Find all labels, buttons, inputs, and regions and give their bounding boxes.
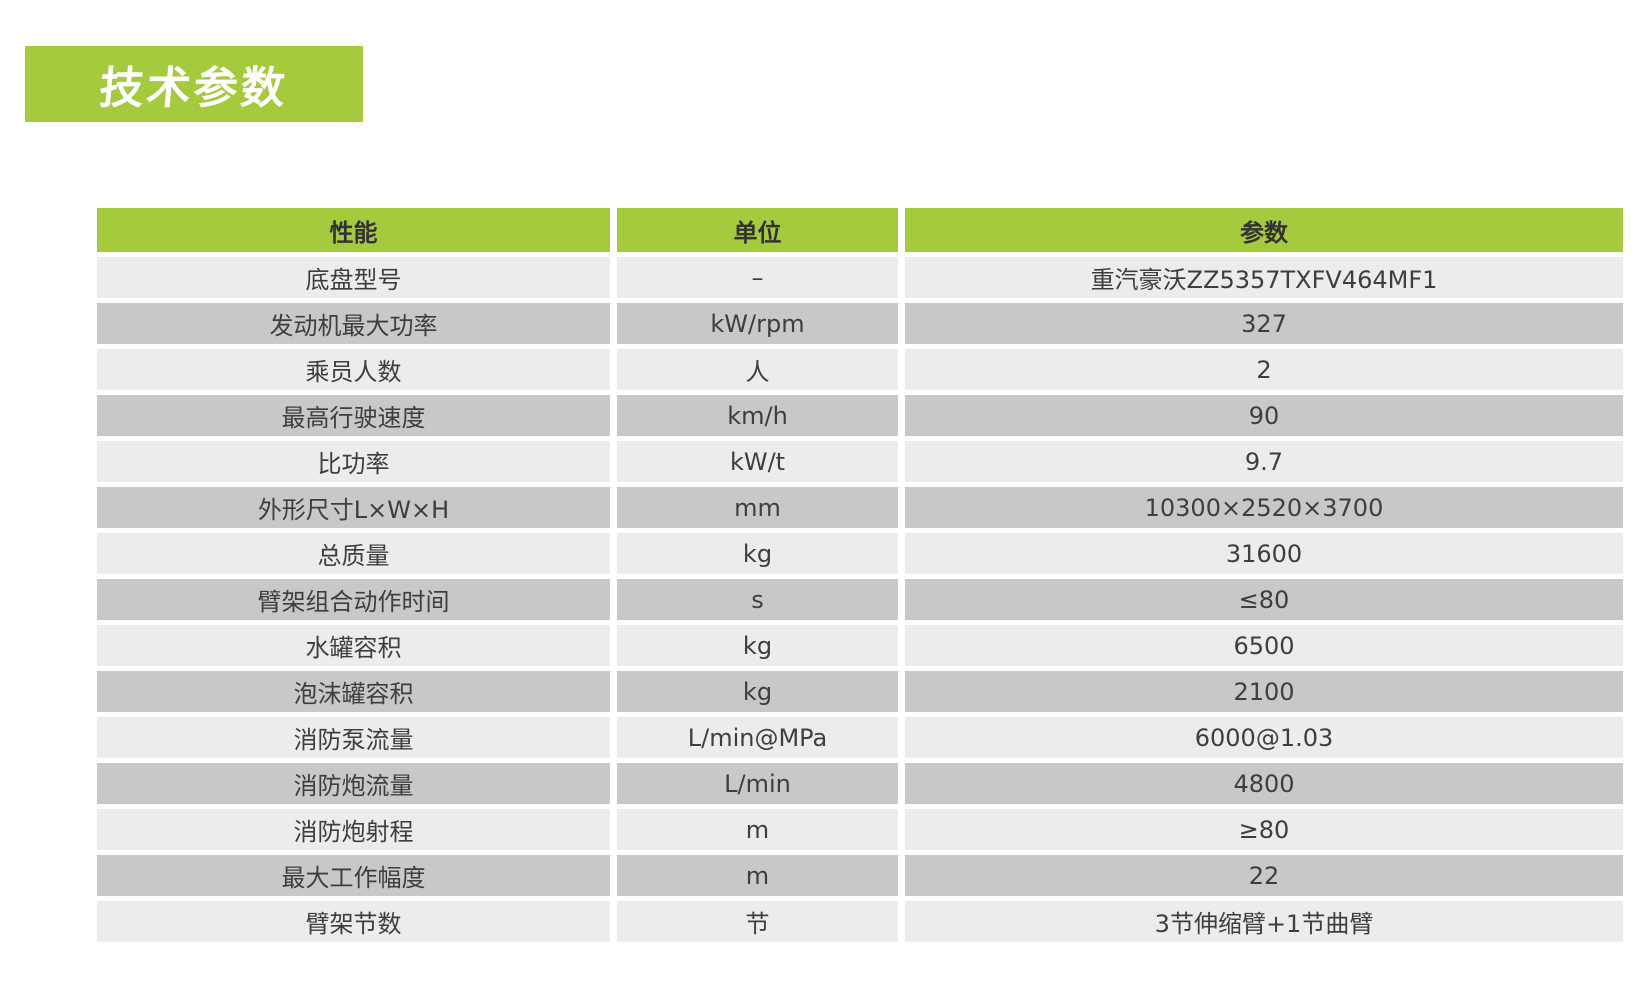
spec-name-cell: 泡沫罐容积 <box>97 671 610 712</box>
table-row: 臂架节数节 3节伸缩臂+1节曲臂 <box>97 901 1623 942</box>
table-row: 乘员人数人 2 <box>97 349 1623 390</box>
spec-value-cell: 重汽豪沃ZZ5357TXFV464MF1 <box>905 257 1623 298</box>
column-header-parameter: 参数 <box>905 208 1623 252</box>
table-row: 底盘型号 – 重汽豪沃ZZ5357TXFV464MF1 <box>97 257 1623 298</box>
spec-value-cell: 22 <box>905 855 1623 896</box>
spec-unit-cell: s <box>617 579 898 620</box>
column-header-performance: 性能 <box>97 208 610 252</box>
spec-value-cell: 4800 <box>905 763 1623 804</box>
spec-value-cell: 2100 <box>905 671 1623 712</box>
spec-name-cell: 最高行驶速度 <box>97 395 610 436</box>
spec-unit-cell: m <box>617 809 898 850</box>
spec-name-cell: 外形尺寸L×W×H <box>97 487 610 528</box>
table-row: 消防炮流量 L/min 4800 <box>97 763 1623 804</box>
spec-value-cell: 31600 <box>905 533 1623 574</box>
spec-value-cell: 9.7 <box>905 441 1623 482</box>
spec-name-cell: 水罐容积 <box>97 625 610 666</box>
spec-name-cell: 消防炮射程 <box>97 809 610 850</box>
spec-name-cell: 消防炮流量 <box>97 763 610 804</box>
spec-unit-cell: kg <box>617 671 898 712</box>
spec-value-cell: ≤80 <box>905 579 1623 620</box>
table-row: 外形尺寸L×W×H mm 10300×2520×3700 <box>97 487 1623 528</box>
section-title-banner: 技术参数 <box>25 46 363 122</box>
spec-unit-cell: – <box>617 257 898 298</box>
table-row: 水罐容积 kg 6500 <box>97 625 1623 666</box>
spec-unit-cell: kW/t <box>617 441 898 482</box>
spec-value-cell: 10300×2520×3700 <box>905 487 1623 528</box>
spec-value-cell: 6000@1.03 <box>905 717 1623 758</box>
spec-name-cell: 臂架组合动作时间 <box>97 579 610 620</box>
spec-unit-cell: mm <box>617 487 898 528</box>
spec-name-cell: 总质量 <box>97 533 610 574</box>
spec-name-cell: 最大工作幅度 <box>97 855 610 896</box>
spec-name-cell: 底盘型号 <box>97 257 610 298</box>
specs-table: 性能 单位 参数 底盘型号 – 重汽豪沃ZZ5357TXFV464MF1 发动机最大功率 k… <box>97 208 1623 947</box>
spec-unit-cell: L/min@MPa <box>617 717 898 758</box>
spec-unit-cell: kg <box>617 533 898 574</box>
spec-name-cell: 比功率 <box>97 441 610 482</box>
table-row: 比功率 kW/t 9.7 <box>97 441 1623 482</box>
table-row: 最高行驶速度 km/h 90 <box>97 395 1623 436</box>
spec-unit-cell: 节 <box>617 901 898 942</box>
table-row: 臂架组合动作时间 s ≤80 <box>97 579 1623 620</box>
spec-value-cell: 6500 <box>905 625 1623 666</box>
spec-unit-cell: m <box>617 855 898 896</box>
table-row: 发动机最大功率 kW/rpm 327 <box>97 303 1623 344</box>
spec-value-cell: 2 <box>905 349 1623 390</box>
spec-unit-cell: 人 <box>617 349 898 390</box>
table-row: 消防炮射程 m ≥80 <box>97 809 1623 850</box>
table-body: 底盘型号 – 重汽豪沃ZZ5357TXFV464MF1 发动机最大功率 kW/rpm 32… <box>97 257 1623 942</box>
spec-name-cell: 乘员人数 <box>97 349 610 390</box>
spec-unit-cell: km/h <box>617 395 898 436</box>
spec-unit-cell: kg <box>617 625 898 666</box>
spec-name-cell: 发动机最大功率 <box>97 303 610 344</box>
spec-value-cell: 327 <box>905 303 1623 344</box>
table-row: 最大工作幅度 m 22 <box>97 855 1623 896</box>
table-header-row: 性能 单位 参数 <box>97 208 1623 252</box>
spec-name-cell: 臂架节数 <box>97 901 610 942</box>
table-row: 消防泵流量 L/min@MPa 6000@1.03 <box>97 717 1623 758</box>
spec-unit-cell: kW/rpm <box>617 303 898 344</box>
spec-value-cell: 3节伸缩臂+1节曲臂 <box>905 901 1623 942</box>
spec-name-cell: 消防泵流量 <box>97 717 610 758</box>
spec-unit-cell: L/min <box>617 763 898 804</box>
table-row: 泡沫罐容积 kg 2100 <box>97 671 1623 712</box>
table-row: 总质量 kg 31600 <box>97 533 1623 574</box>
section-title: 技术参数 <box>97 63 290 114</box>
column-header-unit: 单位 <box>617 208 898 252</box>
spec-value-cell: 90 <box>905 395 1623 436</box>
spec-value-cell: ≥80 <box>905 809 1623 850</box>
